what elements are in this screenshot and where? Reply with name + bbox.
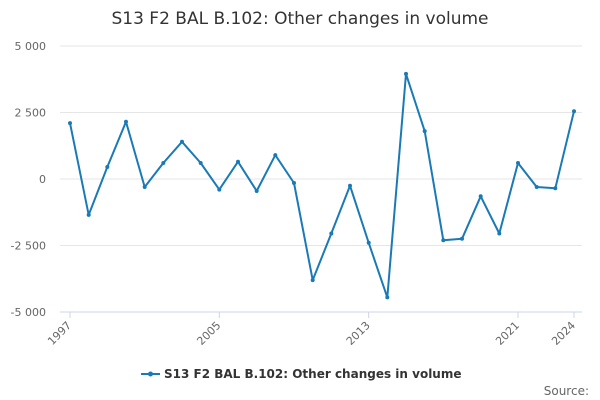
data-point[interactable]: [329, 231, 334, 236]
x-tick-label: 1997: [45, 319, 74, 348]
x-axis: 1997 2005 2013 2021 2024: [45, 311, 582, 348]
data-point[interactable]: [161, 161, 166, 165]
x-tick-label: 2013: [344, 319, 373, 348]
y-tick-label: -2 500: [11, 240, 46, 253]
data-point[interactable]: [497, 231, 502, 236]
data-point[interactable]: [236, 159, 240, 164]
y-tick-label: 0: [39, 173, 46, 186]
data-point[interactable]: [217, 187, 222, 192]
x-tick-label: 2005: [194, 319, 223, 348]
data-point[interactable]: [86, 212, 91, 217]
data-point[interactable]: [68, 121, 72, 126]
data-point[interactable]: [478, 194, 483, 199]
data-point[interactable]: [516, 161, 520, 165]
y-axis-ticks: 5 000 2 500 0 -2 500 -5 000: [11, 40, 46, 319]
grid-lines: [60, 45, 582, 313]
data-point[interactable]: [385, 295, 390, 300]
y-tick-label: -5 000: [11, 306, 46, 319]
data-point[interactable]: [142, 185, 147, 189]
legend[interactable]: S13 F2 BAL B.102: Other changes in volum…: [141, 367, 462, 381]
data-point[interactable]: [422, 129, 427, 134]
data-point[interactable]: [273, 153, 278, 158]
data-point[interactable]: [572, 109, 576, 114]
legend-label[interactable]: S13 F2 BAL B.102: Other changes in volum…: [164, 367, 462, 381]
source-label: Source:: [544, 384, 589, 398]
data-point[interactable]: [460, 236, 464, 241]
x-tick-label: 2021: [493, 319, 522, 348]
data-point[interactable]: [105, 165, 110, 169]
y-tick-label: 2 500: [15, 107, 47, 120]
data-point[interactable]: [198, 161, 203, 165]
data-point[interactable]: [553, 186, 558, 191]
data-point[interactable]: [404, 71, 408, 76]
legend-marker-icon: [148, 371, 153, 377]
data-point[interactable]: [292, 181, 296, 185]
data-point[interactable]: [534, 185, 539, 189]
series-line: [69, 72, 575, 299]
data-point[interactable]: [254, 189, 259, 193]
data-point[interactable]: [180, 139, 184, 144]
x-tick-label: 2024: [549, 319, 578, 348]
data-point[interactable]: [366, 240, 371, 245]
data-point[interactable]: [124, 119, 128, 124]
data-point[interactable]: [310, 278, 315, 283]
data-point[interactable]: [441, 238, 446, 243]
y-tick-label: 5 000: [15, 40, 47, 53]
chart-title: S13 F2 BAL B.102: Other changes in volum…: [111, 9, 488, 29]
series-layer: [68, 71, 576, 300]
data-point[interactable]: [348, 183, 352, 188]
